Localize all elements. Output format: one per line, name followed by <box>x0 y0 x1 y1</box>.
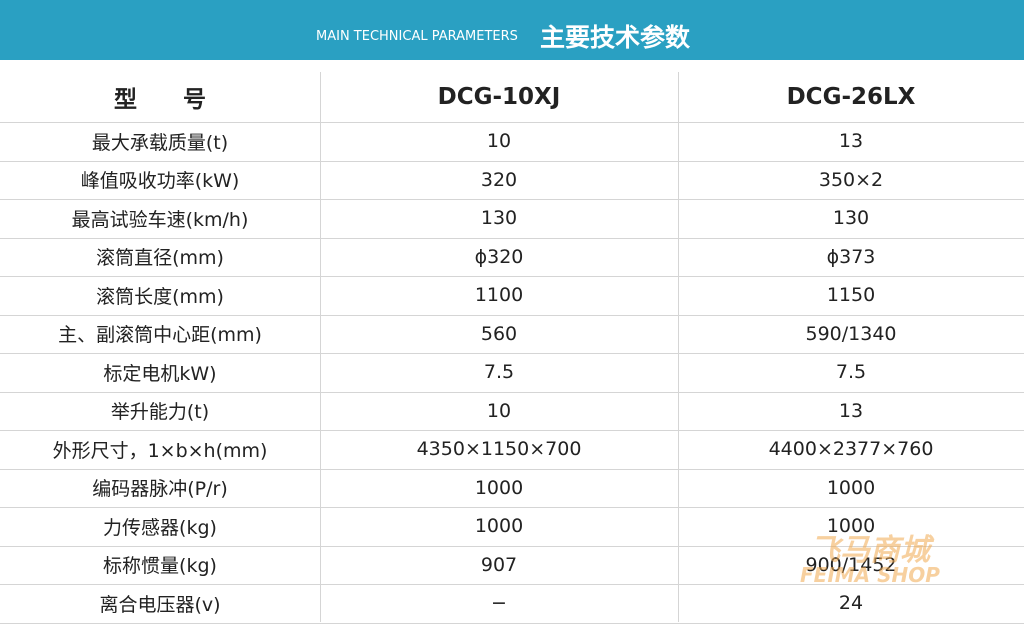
table-row: 峰值吸收功率(kW) 320 350×2 <box>0 161 1024 200</box>
table-cell: 24 <box>838 592 864 615</box>
header-cell: DCG-26LX <box>786 84 916 110</box>
column-divider <box>320 72 321 622</box>
table-cell: ϕ320 <box>474 245 524 268</box>
table-cell: 标称惯量(kg) <box>103 555 217 578</box>
watermark-logo: 飞马商城 <box>809 533 930 568</box>
table-row: 标称惯量(kg) 907 900/1452 <box>0 546 1024 585</box>
header-cell: DCG-10XJ <box>437 84 561 110</box>
table-cell: 907 <box>480 553 518 576</box>
table-row: 滚筒直径(mm) ϕ320 ϕ373 <box>0 238 1024 277</box>
table-row: 主、副滚筒中心距(mm) 560 590/1340 <box>0 315 1024 354</box>
table-cell: 滚筒长度(mm) <box>96 285 224 308</box>
banner-title: 主要技术参数 <box>540 23 691 52</box>
table-cell: 13 <box>838 399 864 422</box>
table-cell: 130 <box>480 207 518 230</box>
table-cell: 130 <box>832 207 870 230</box>
table-cell: 4400×2377×760 <box>768 438 934 461</box>
table-cell: 7.5 <box>483 361 515 384</box>
table-row: 举升能力(t) 10 13 <box>0 392 1024 431</box>
table-row: 最大承载质量(t) 10 13 <box>0 122 1024 162</box>
table-cell: 标定电机kW) <box>103 362 217 385</box>
table-cell: 13 <box>838 130 864 153</box>
table-cell: 最大承载质量(t) <box>91 131 229 154</box>
table-cell: 最高试验车速(km/h) <box>71 208 249 231</box>
table-cell: − <box>491 592 507 615</box>
table-cell: 1100 <box>474 284 524 307</box>
table-cell: 1000 <box>474 476 524 499</box>
table-cell: 10 <box>486 399 512 422</box>
table-cell: 1000 <box>474 515 524 538</box>
table-cell: 10 <box>486 130 512 153</box>
table-row: 外形尺寸，1×b×h(mm) 4350×1150×700 4400×2377×760 <box>0 430 1024 470</box>
banner: MAIN TECHNICAL PARAMETERS 主要技术参数 <box>0 0 1024 60</box>
table-row: 编码器脉冲(P/r) 1000 1000 <box>0 469 1024 508</box>
table-cell: 1000 <box>826 476 876 499</box>
table-cell: 力传感器(kg) <box>103 516 217 539</box>
table-cell: 350×2 <box>818 168 884 191</box>
table-cell: 320 <box>480 168 518 191</box>
table-cell: 外形尺寸，1×b×h(mm) <box>52 439 268 462</box>
column-divider <box>678 72 679 622</box>
table-cell: 1150 <box>826 284 876 307</box>
table-row: 离合电压器(v) − 24 <box>0 584 1024 624</box>
table-row: 最高试验车速(km/h) 130 130 <box>0 199 1024 239</box>
table-cell: 离合电压器(v) <box>99 593 221 616</box>
banner-subtitle: MAIN TECHNICAL PARAMETERS <box>316 29 518 44</box>
table-row: 力传感器(kg) 1000 1000 <box>0 507 1024 547</box>
table-row: 滚筒长度(mm) 1100 1150 <box>0 276 1024 316</box>
table-cell: ϕ373 <box>826 245 876 268</box>
table-cell: 滚筒直径(mm) <box>96 247 224 270</box>
table-cell: 1000 <box>826 515 876 538</box>
table-cell: 590/1340 <box>805 322 897 345</box>
header-cell: 型 号 <box>114 87 206 113</box>
header-row: 型 号 DCG-10XJ DCG-26LX <box>0 72 1024 123</box>
table-cell: 560 <box>480 322 518 345</box>
table-cell: 举升能力(t) <box>110 401 210 424</box>
table-row: 标定电机kW) 7.5 7.5 <box>0 353 1024 393</box>
table-cell: 峰值吸收功率(kW) <box>80 170 240 193</box>
table-cell: 900/1452 <box>805 553 897 576</box>
watermark: 飞马商城 FEIMA SHOP <box>800 525 940 587</box>
watermark-text: FEIMA SHOP <box>800 563 940 587</box>
table-cell: 7.5 <box>835 361 867 384</box>
table-cell: 4350×1150×700 <box>416 438 582 461</box>
table-cell: 主、副滚筒中心距(mm) <box>58 324 262 347</box>
table-cell: 编码器脉冲(P/r) <box>92 478 228 501</box>
